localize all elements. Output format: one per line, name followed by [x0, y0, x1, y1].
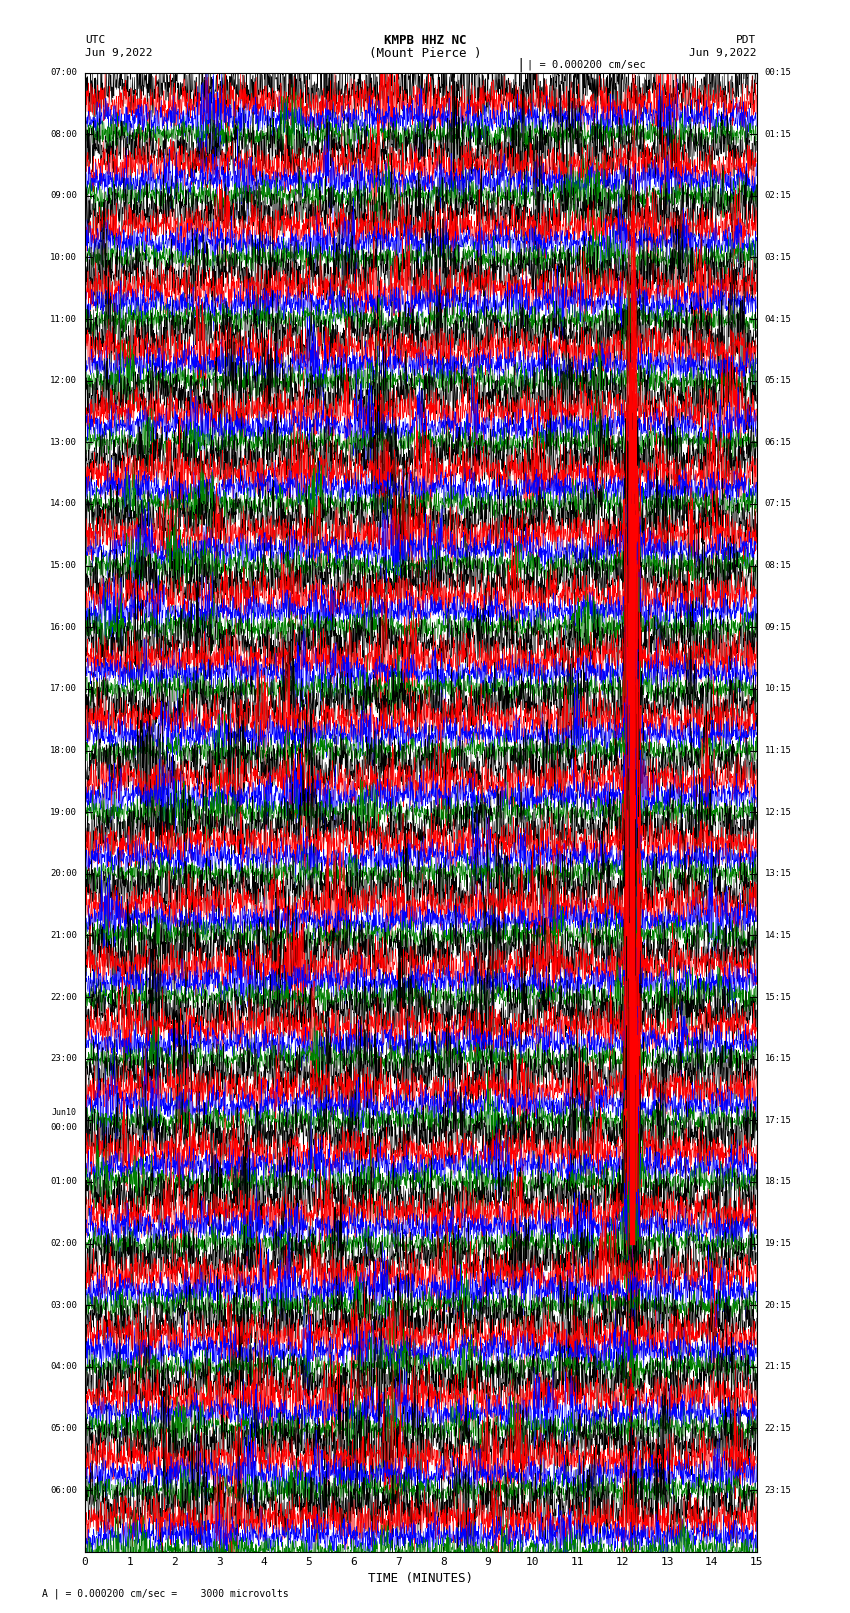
Text: 22:00: 22:00 [50, 992, 77, 1002]
Text: 00:15: 00:15 [764, 68, 791, 77]
Text: 00:00: 00:00 [50, 1123, 77, 1132]
Text: 08:00: 08:00 [50, 129, 77, 139]
Text: 11:15: 11:15 [764, 747, 791, 755]
Text: 02:15: 02:15 [764, 192, 791, 200]
Text: 11:00: 11:00 [50, 315, 77, 324]
Text: 03:00: 03:00 [50, 1300, 77, 1310]
Text: 23:15: 23:15 [764, 1486, 791, 1495]
Text: 13:15: 13:15 [764, 869, 791, 877]
Text: 23:00: 23:00 [50, 1055, 77, 1063]
Text: 16:00: 16:00 [50, 623, 77, 632]
Text: 10:15: 10:15 [764, 684, 791, 694]
Text: 01:00: 01:00 [50, 1177, 77, 1187]
Text: 10:00: 10:00 [50, 253, 77, 261]
Text: 09:00: 09:00 [50, 192, 77, 200]
Text: 15:00: 15:00 [50, 561, 77, 569]
Text: 18:15: 18:15 [764, 1177, 791, 1187]
Text: 07:00: 07:00 [50, 68, 77, 77]
Text: 20:15: 20:15 [764, 1300, 791, 1310]
Text: | = 0.000200 cm/sec: | = 0.000200 cm/sec [527, 60, 646, 69]
Text: 18:00: 18:00 [50, 747, 77, 755]
Text: 13:00: 13:00 [50, 437, 77, 447]
Text: 16:15: 16:15 [764, 1055, 791, 1063]
Text: 19:15: 19:15 [764, 1239, 791, 1248]
Text: 01:15: 01:15 [764, 129, 791, 139]
Text: 04:00: 04:00 [50, 1363, 77, 1371]
Text: A | = 0.000200 cm/sec =    3000 microvolts: A | = 0.000200 cm/sec = 3000 microvolts [42, 1589, 289, 1598]
Text: 19:00: 19:00 [50, 808, 77, 816]
Text: Jun10: Jun10 [52, 1108, 77, 1118]
Text: 09:15: 09:15 [764, 623, 791, 632]
Text: Jun 9,2022: Jun 9,2022 [85, 48, 152, 58]
Text: 06:00: 06:00 [50, 1486, 77, 1495]
Text: 12:00: 12:00 [50, 376, 77, 386]
Text: 22:15: 22:15 [764, 1424, 791, 1432]
Text: UTC: UTC [85, 35, 105, 45]
Text: |: | [516, 58, 524, 71]
Text: 14:00: 14:00 [50, 500, 77, 508]
Text: Jun 9,2022: Jun 9,2022 [689, 48, 756, 58]
Text: 15:15: 15:15 [764, 992, 791, 1002]
Text: 17:15: 17:15 [764, 1116, 791, 1124]
Text: KMPB HHZ NC: KMPB HHZ NC [383, 34, 467, 47]
Text: 08:15: 08:15 [764, 561, 791, 569]
Text: 05:15: 05:15 [764, 376, 791, 386]
Text: 06:15: 06:15 [764, 437, 791, 447]
Text: PDT: PDT [736, 35, 756, 45]
Text: 03:15: 03:15 [764, 253, 791, 261]
Text: 20:00: 20:00 [50, 869, 77, 877]
Text: 21:15: 21:15 [764, 1363, 791, 1371]
X-axis label: TIME (MINUTES): TIME (MINUTES) [368, 1573, 473, 1586]
Text: 21:00: 21:00 [50, 931, 77, 940]
Text: 07:15: 07:15 [764, 500, 791, 508]
Text: 05:00: 05:00 [50, 1424, 77, 1432]
Text: (Mount Pierce ): (Mount Pierce ) [369, 47, 481, 60]
Text: 12:15: 12:15 [764, 808, 791, 816]
Text: 04:15: 04:15 [764, 315, 791, 324]
Text: 14:15: 14:15 [764, 931, 791, 940]
Text: 17:00: 17:00 [50, 684, 77, 694]
Text: 02:00: 02:00 [50, 1239, 77, 1248]
